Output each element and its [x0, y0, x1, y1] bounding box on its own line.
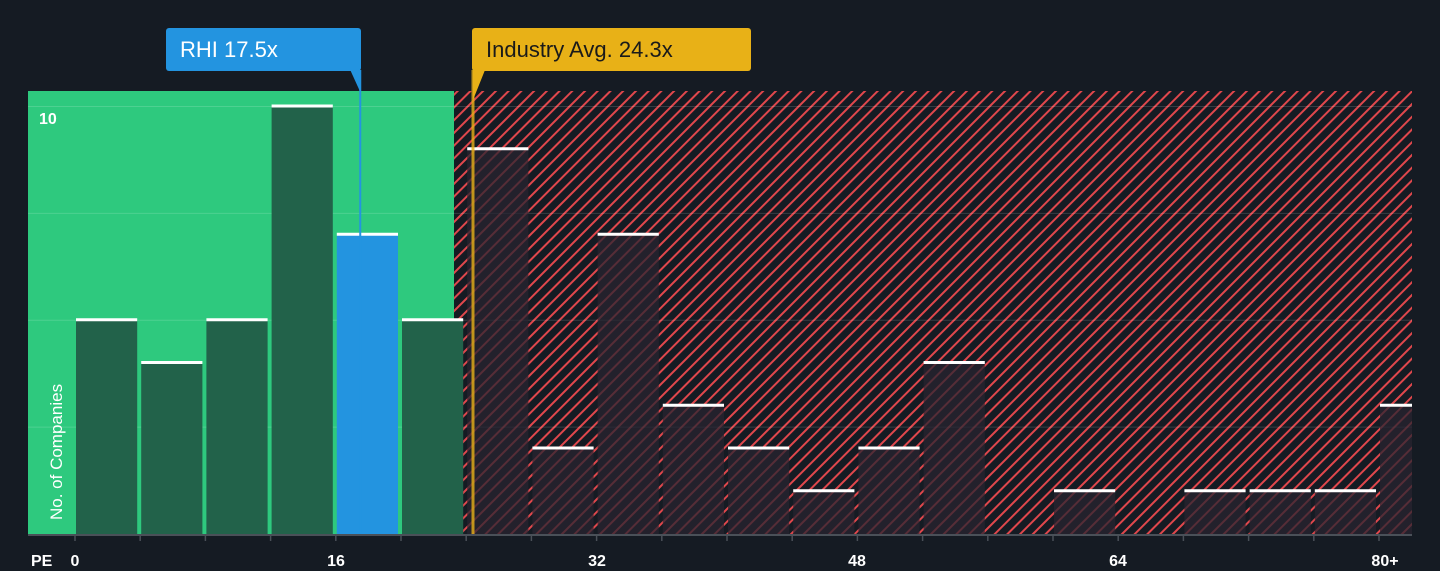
histogram-bar — [271, 106, 333, 534]
bar-top-marker — [141, 361, 203, 364]
bar-top-marker — [858, 446, 920, 450]
bar-top-marker — [271, 104, 333, 108]
bar-top-marker — [532, 446, 594, 450]
x-tick-label: 48 — [848, 553, 866, 570]
bar-top-marker — [793, 489, 855, 493]
bar-top-marker — [662, 403, 724, 407]
industry-avg-label: Industry Avg. 24.3x — [472, 28, 751, 71]
x-tick-label: 0 — [70, 553, 80, 570]
histogram-bar — [923, 363, 985, 534]
bar-top-marker — [467, 147, 529, 151]
bar-top-marker — [1184, 489, 1246, 493]
x-axis-label: PE — [31, 553, 53, 570]
histogram-bar — [1314, 491, 1376, 534]
x-tick-label: 80+ — [1371, 553, 1399, 570]
histogram-bar — [858, 448, 920, 534]
bar-top-marker — [76, 318, 138, 322]
company-label-pointer — [350, 70, 361, 92]
histogram-bar — [1249, 491, 1311, 534]
histogram-bar — [597, 234, 659, 534]
bar-top-marker — [597, 232, 659, 236]
histogram-bar — [728, 448, 790, 534]
histogram-bar — [1054, 491, 1116, 534]
company-pe-label: RHI 17.5x — [166, 28, 361, 71]
bar-top-marker — [1249, 489, 1311, 493]
bar-top-marker — [336, 232, 398, 236]
histogram-bar — [76, 320, 138, 534]
bar-top-marker — [1054, 489, 1116, 493]
histogram-bar — [662, 405, 724, 534]
histogram-bar — [336, 234, 398, 534]
histogram-bar — [532, 448, 594, 534]
bar-top-marker — [402, 318, 464, 322]
histogram-bar — [402, 320, 464, 534]
histogram-bar — [1380, 405, 1412, 534]
histogram-bar — [467, 149, 529, 534]
y-tick-label: 10 — [39, 111, 57, 128]
bar-top-marker — [728, 446, 790, 450]
bar-top-marker — [923, 361, 985, 364]
histogram-bar — [793, 491, 855, 534]
histogram-bar — [206, 320, 268, 534]
x-tick-label: 64 — [1109, 553, 1127, 570]
industry-label-pointer — [473, 70, 485, 100]
x-tick-label: 32 — [588, 553, 606, 570]
histogram-bar — [141, 363, 203, 534]
bar-top-marker — [1380, 403, 1412, 407]
histogram-bar — [1184, 491, 1246, 534]
y-axis-label: No. of Companies — [47, 383, 66, 520]
x-tick-label: 16 — [327, 553, 345, 570]
bar-top-marker — [206, 318, 268, 322]
bar-top-marker — [1314, 489, 1376, 493]
